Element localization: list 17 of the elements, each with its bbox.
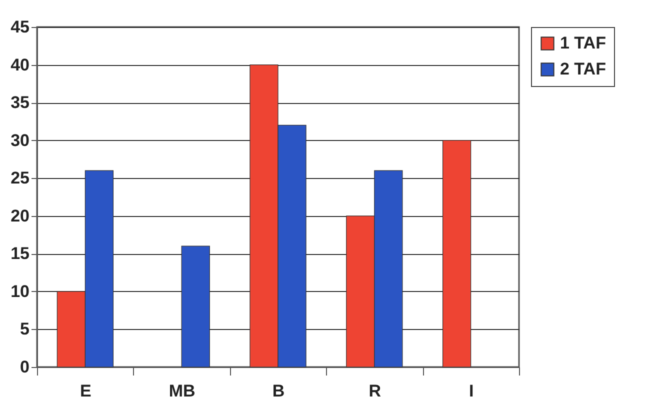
y-tick-label: 40 <box>10 55 30 74</box>
x-tick-label: E <box>80 382 92 400</box>
y-tick-label: 5 <box>20 320 30 339</box>
y-tick-label: 30 <box>10 130 30 150</box>
x-tick-label: I <box>468 382 474 400</box>
x-tick-label: B <box>272 382 285 400</box>
x-tick-label: R <box>368 382 382 400</box>
y-tick-label: 20 <box>10 206 30 226</box>
y-tick-label: 25 <box>10 168 30 188</box>
y-tick-label: 10 <box>10 282 30 301</box>
y-tick-label: 45 <box>10 18 30 36</box>
y-tick-label: 15 <box>10 244 30 264</box>
legend-label: 1 TAF <box>560 34 606 52</box>
x-tick-label: MB <box>168 382 196 400</box>
y-tick-label: 35 <box>10 93 30 112</box>
y-tick-label: 0 <box>20 358 30 376</box>
legend-label: 2 TAF <box>560 60 606 78</box>
